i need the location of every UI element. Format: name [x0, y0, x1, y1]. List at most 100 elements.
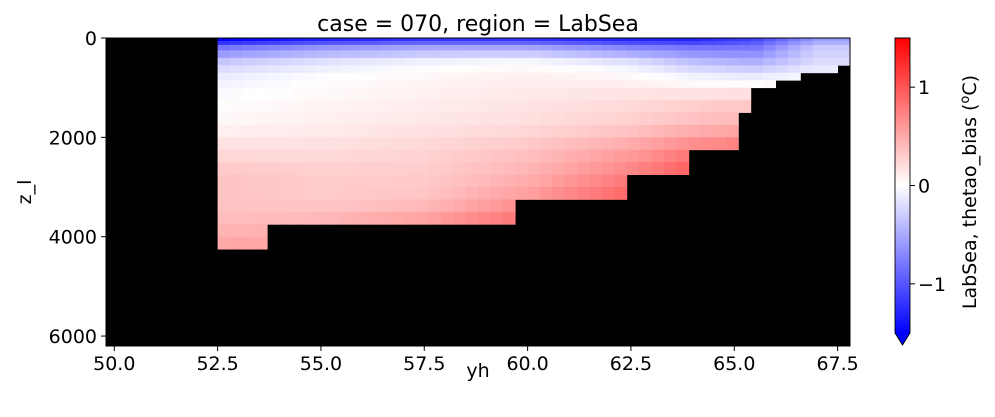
- heatmap-cell: [564, 162, 578, 176]
- heatmap-cell: [577, 50, 590, 59]
- y-tick-label: 6000: [49, 326, 97, 348]
- heatmap-cell: [750, 44, 764, 51]
- heatmap-cell: [602, 124, 615, 138]
- heatmap-cell: [217, 199, 231, 213]
- heatmap-cell: [465, 162, 479, 176]
- heatmap-cell: [465, 72, 479, 81]
- heatmap-cell: [316, 65, 330, 74]
- heatmap-cell: [701, 50, 714, 59]
- heatmap-cell: [217, 174, 231, 188]
- heatmap-cell: [242, 236, 256, 250]
- heatmap-cell: [267, 38, 280, 42]
- heatmap-cell: [254, 187, 268, 200]
- heatmap-cell: [403, 65, 417, 74]
- heatmap-cell: [217, 236, 231, 250]
- heatmap-cell: [502, 112, 516, 126]
- heatmap-cell: [391, 44, 404, 51]
- heatmap-cell: [577, 137, 590, 151]
- heatmap-cell: [651, 44, 665, 51]
- heatmap-cell: [428, 199, 442, 213]
- heatmap-cell: [540, 100, 553, 113]
- heatmap-cell: [676, 44, 690, 51]
- heatmap-cell: [242, 38, 256, 42]
- heatmap-cell: [527, 112, 541, 126]
- heatmap-cell: [316, 87, 330, 101]
- heatmap-cell: [366, 57, 380, 66]
- heatmap-cell: [416, 199, 429, 213]
- heatmap-cell: [564, 112, 578, 126]
- heatmap-cell: [242, 87, 256, 101]
- heatmap-cell: [403, 149, 417, 163]
- heatmap-cell: [602, 65, 615, 74]
- heatmap-cell: [465, 38, 479, 42]
- heatmap-cell: [589, 40, 603, 46]
- heatmap-cell: [775, 44, 789, 51]
- heatmap-cell: [713, 100, 727, 113]
- heatmap-cell: [329, 40, 342, 46]
- heatmap-cell: [812, 50, 826, 59]
- heatmap-cell: [304, 100, 318, 113]
- heatmap-cell: [329, 187, 342, 200]
- heatmap-cell: [639, 87, 652, 101]
- heatmap-cell: [416, 57, 429, 66]
- heatmap-cell: [502, 80, 516, 89]
- heatmap-cell: [279, 72, 293, 81]
- heatmap-cell: [688, 65, 702, 74]
- colorbar-extend-arrow: [895, 333, 910, 345]
- heatmap-cell: [788, 38, 801, 42]
- heatmap-cell: [552, 65, 566, 74]
- heatmap-cell: [440, 112, 454, 126]
- heatmap-cell: [440, 162, 454, 176]
- heatmap-cell: [515, 187, 528, 200]
- heatmap-cell: [329, 100, 342, 113]
- heatmap-cell: [589, 162, 603, 176]
- heatmap-cell: [292, 211, 305, 225]
- heatmap-cell: [800, 57, 814, 66]
- heatmap-cell: [341, 80, 355, 89]
- heatmap-cell: [812, 38, 826, 42]
- heatmap-cell: [651, 50, 665, 59]
- heatmap-cell: [527, 80, 541, 89]
- heatmap-cell: [738, 87, 752, 101]
- heatmap-cell: [577, 87, 590, 101]
- heatmap-cell: [403, 38, 417, 42]
- heatmap-cell: [664, 50, 677, 59]
- heatmap-cell: [738, 50, 752, 59]
- heatmap-cell: [515, 137, 528, 151]
- heatmap-cell: [267, 112, 280, 126]
- heatmap-cell: [440, 137, 454, 151]
- heatmap-cell: [217, 224, 231, 238]
- heatmap-cell: [391, 162, 404, 176]
- heatmap-cell: [428, 38, 442, 42]
- heatmap-cell: [589, 187, 603, 200]
- heatmap-cell: [416, 162, 429, 176]
- heatmap-cell: [329, 199, 342, 213]
- heatmap-cell: [701, 65, 714, 74]
- heatmap-cell: [676, 40, 690, 46]
- heatmap-cell: [825, 65, 838, 74]
- heatmap-cell: [230, 162, 243, 176]
- heatmap-cell: [540, 50, 553, 59]
- heatmap-cell: [465, 80, 479, 89]
- chart-title: case = 070, region = LabSea: [317, 12, 639, 37]
- heatmap-cell: [713, 57, 727, 66]
- heatmap-cell: [490, 187, 504, 200]
- heatmap-cells: [217, 38, 850, 250]
- heatmap-cell: [242, 211, 256, 225]
- heatmap-cell: [577, 100, 590, 113]
- heatmap-cell: [304, 162, 318, 176]
- heatmap-cell: [440, 72, 454, 81]
- heatmap-cell: [527, 149, 541, 163]
- heatmap-cell: [292, 162, 305, 176]
- heatmap-cell: [230, 72, 243, 81]
- heatmap-cell: [589, 65, 603, 74]
- colorbar-ticks: −1 0 1: [910, 77, 946, 296]
- heatmap-cell: [502, 187, 516, 200]
- heatmap-cell: [763, 57, 776, 66]
- heatmap-cell: [366, 199, 380, 213]
- heatmap-cell: [416, 38, 429, 42]
- heatmap-cell: [440, 50, 454, 59]
- heatmap-cell: [465, 57, 479, 66]
- heatmap-cell: [329, 44, 342, 51]
- heatmap-cell: [639, 149, 652, 163]
